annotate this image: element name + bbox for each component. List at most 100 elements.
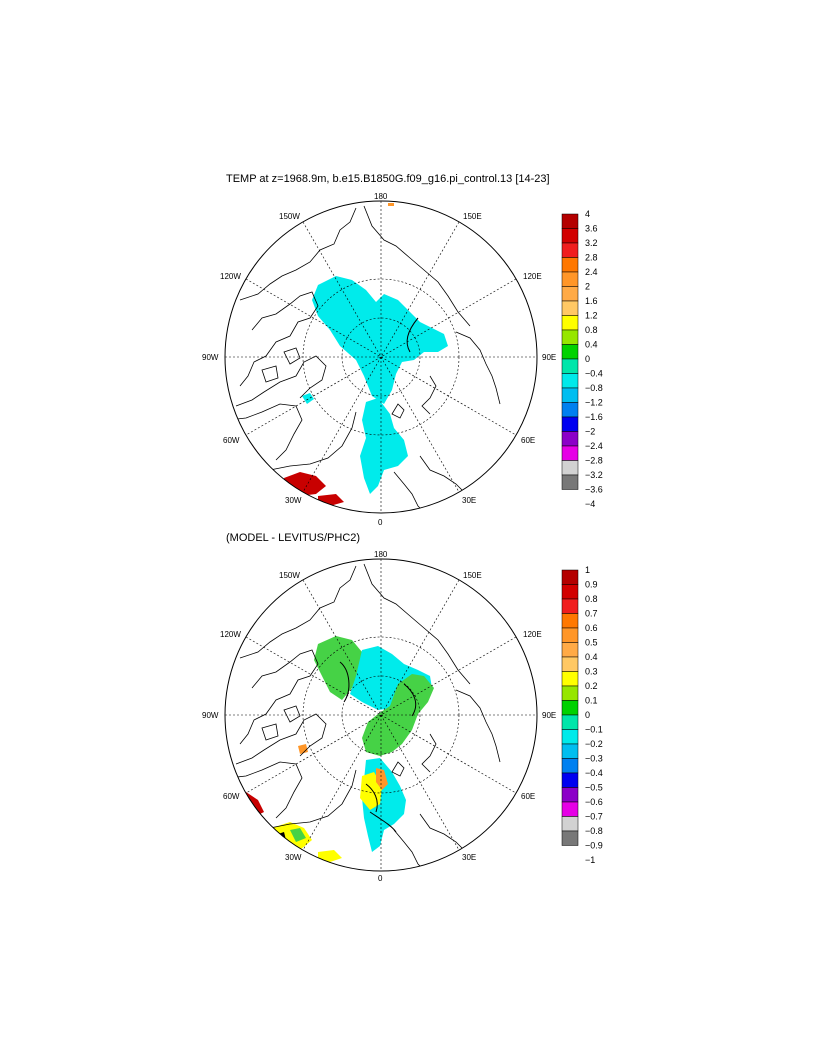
bottom-colorbar-label: 0.2	[585, 681, 598, 691]
top-colorbar-label: −0.4	[585, 369, 603, 379]
top-panel: TEMP at z=1968.9m, b.e15.B1850G.f09_g16.…	[202, 173, 603, 527]
bottom-lon-90e: 90E	[542, 711, 556, 720]
bottom-colorbar-label: 0.5	[585, 638, 598, 648]
top-colorbar-label: −3.2	[585, 470, 603, 480]
top-panel-title: TEMP at z=1968.9m, b.e15.B1850G.f09_g16.…	[226, 173, 550, 185]
top-colorbar-box	[561, 300, 579, 316]
top-field-beaufort-basin	[312, 276, 448, 404]
bottom-lon-120w: 120W	[220, 630, 241, 639]
top-colorbar-label: −3.6	[585, 485, 603, 495]
top-colorbar-box	[561, 242, 579, 258]
top-lon-180: 180	[374, 192, 388, 201]
top-colorbar-label: 2.8	[585, 253, 598, 263]
top-colorbar-label: −2.8	[585, 456, 603, 466]
top-colorbar-label: 0.8	[585, 325, 598, 335]
bottom-colorbar-box	[561, 656, 579, 672]
top-colorbar-box	[561, 213, 579, 229]
top-colorbar-box	[561, 373, 579, 389]
top-colorbar-label: 0.4	[585, 340, 598, 350]
top-colorbar-box	[561, 358, 579, 374]
top-lon-0: 0	[378, 518, 383, 527]
bottom-colorbar-label: 0.7	[585, 609, 598, 619]
top-colorbar-box	[561, 474, 579, 490]
bottom-lon-120e: 120E	[523, 630, 542, 639]
bottom-colorbar-label: 0.6	[585, 623, 598, 633]
bottom-colorbar-label: 0.3	[585, 667, 598, 677]
top-colorbar-box	[561, 431, 579, 447]
bottom-colorbar-label: 1	[585, 565, 590, 575]
bottom-colorbar-label: −0.3	[585, 754, 603, 764]
top-colorbar-box	[561, 416, 579, 432]
top-field-orange-spot	[388, 203, 394, 206]
top-colorbar-label: 0	[585, 354, 590, 364]
top-lon-120w: 120W	[220, 272, 241, 281]
bottom-colorbar-box	[561, 830, 579, 846]
top-lon-90e: 90E	[542, 353, 556, 362]
top-colorbar-label: 2	[585, 282, 590, 292]
top-lon-120e: 120E	[523, 272, 542, 281]
bottom-colorbar-label: 0	[585, 710, 590, 720]
bottom-colorbar-label: −0.9	[585, 841, 603, 851]
top-colorbar-label: 3.6	[585, 224, 598, 234]
top-colorbar-box	[561, 445, 579, 461]
top-colorbar-label: 1.2	[585, 311, 598, 321]
bottom-colorbar-box	[561, 598, 579, 614]
bottom-colorbar-box	[561, 729, 579, 745]
bottom-field-atlantic-green	[290, 828, 306, 842]
top-lon-30w: 30W	[285, 496, 302, 505]
bottom-colorbar-label: 0.4	[585, 652, 598, 662]
top-longitude-labels: 180 150W 150E 120W 120E 90W 90E 60W 60E …	[202, 192, 556, 527]
top-colorbar-label: 1.6	[585, 296, 598, 306]
top-lon-30e: 30E	[462, 496, 476, 505]
bottom-colorbar-box	[561, 627, 579, 643]
top-lon-150w: 150W	[279, 212, 300, 221]
bottom-colorbar-label: −0.5	[585, 783, 603, 793]
bottom-colorbar-box	[561, 743, 579, 759]
bottom-colorbar-box	[561, 787, 579, 803]
top-colorbar-box	[561, 460, 579, 476]
bottom-colorbar-box	[561, 801, 579, 817]
top-map-border	[224, 200, 538, 514]
top-graticule	[225, 201, 537, 513]
top-field-fram-strait	[360, 398, 408, 494]
bottom-lon-150w: 150W	[279, 571, 300, 580]
top-colorbar-label: −1.6	[585, 412, 603, 422]
bottom-colorbar-box	[561, 700, 579, 716]
bottom-colorbar-label: −1	[585, 855, 595, 865]
top-colorbar-box	[561, 257, 579, 273]
bottom-colorbar-label: 0.8	[585, 594, 598, 604]
top-lon-90w: 90W	[202, 353, 219, 362]
bottom-field-atlantic-east	[318, 850, 342, 862]
bottom-lon-150e: 150E	[463, 571, 482, 580]
top-lon-60e: 60E	[521, 436, 535, 445]
bottom-map	[225, 559, 537, 871]
bottom-colorbar-label: −0.1	[585, 725, 603, 735]
bottom-longitude-labels: 180 150W 150E 120W 120E 90W 90E 60W 60E …	[202, 550, 556, 883]
bottom-colorbar-label: −0.2	[585, 739, 603, 749]
bottom-coastlines	[227, 563, 501, 871]
bottom-colorbar-box	[561, 613, 579, 629]
bottom-colorbar-box	[561, 642, 579, 658]
top-colorbar-box	[561, 329, 579, 345]
top-colorbar-label: 3.2	[585, 238, 598, 248]
bottom-colorbar-box	[561, 714, 579, 730]
bottom-colorbar-box	[561, 685, 579, 701]
bottom-map-border	[224, 558, 538, 872]
top-colorbar-label: −2.4	[585, 441, 603, 451]
top-colorbar-box	[561, 387, 579, 403]
bottom-colorbar-label: −0.6	[585, 797, 603, 807]
top-field-spot	[302, 393, 314, 404]
bottom-field-fram-orange	[376, 768, 388, 790]
bottom-colorbar-box	[561, 758, 579, 774]
top-lon-60w: 60W	[223, 436, 240, 445]
bottom-colorbar-box	[561, 816, 579, 832]
bottom-lon-0: 0	[378, 874, 383, 883]
top-lon-150e: 150E	[463, 212, 482, 221]
bottom-lon-90w: 90W	[202, 711, 219, 720]
bottom-graticule	[225, 559, 537, 871]
bottom-colorbar-label: 0.9	[585, 580, 598, 590]
bottom-panel: (MODEL - LEVITUS/PHC2)	[202, 532, 603, 883]
top-colorbar-box	[561, 228, 579, 244]
top-contour-line	[406, 317, 419, 353]
